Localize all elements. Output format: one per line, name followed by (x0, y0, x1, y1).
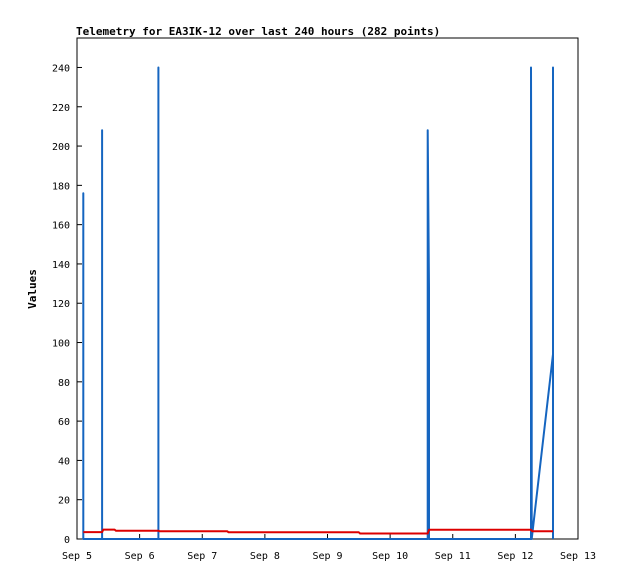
y-tick-label: 0 (64, 535, 70, 546)
x-tick-label: Sep 10 (372, 551, 408, 562)
series-line-1 (82, 66, 554, 540)
y-tick-label: 100 (52, 339, 70, 350)
series-line-2 (83, 528, 553, 535)
y-tick-label: 120 (52, 299, 70, 310)
chart-title: Telemetry for EA3IK-12 over last 240 hou… (76, 25, 440, 38)
y-axis: 0 20 40 60 80 100 120 140 160 180 200 220 240 (52, 63, 82, 546)
x-tick-label: Sep 6 (125, 551, 155, 562)
y-tick-label: 240 (52, 63, 70, 74)
y-tick-label: 140 (52, 260, 70, 271)
y-tick-label: 220 (52, 103, 70, 114)
series-layer (82, 66, 554, 540)
y-tick-label: 80 (58, 378, 70, 389)
x-tick-label: Sep 7 (187, 551, 217, 562)
y-tick-label: 40 (58, 456, 70, 467)
x-tick-label: Sep 5 (62, 551, 92, 562)
y-tick-label: 180 (52, 181, 70, 192)
y-tick-label: 200 (52, 142, 70, 153)
y-tick-label: 160 (52, 221, 70, 232)
y-axis-label: Values (26, 269, 39, 309)
y-tick-label: 20 (58, 496, 70, 507)
x-tick-label: Sep 9 (312, 551, 342, 562)
x-tick-label: Sep 8 (250, 551, 280, 562)
x-tick-label: Sep 13 (560, 551, 596, 562)
x-tick-label: Sep 12 (497, 551, 533, 562)
y-tick-label: 60 (58, 417, 70, 428)
x-tick-label: Sep 11 (435, 551, 471, 562)
